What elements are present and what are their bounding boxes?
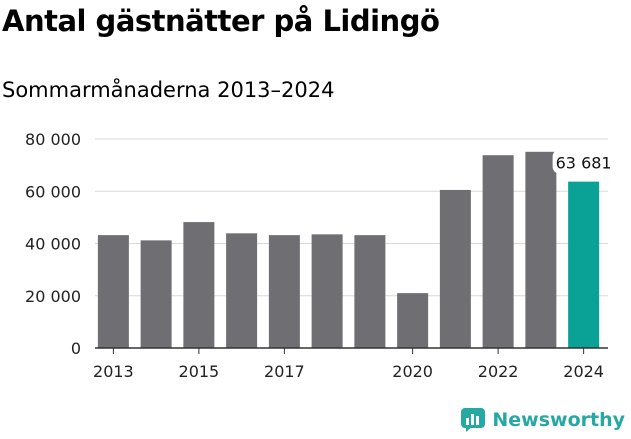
- x-tick-label: 2020: [392, 362, 433, 381]
- y-tick-label: 80 000: [25, 130, 81, 149]
- y-tick-label: 20 000: [25, 287, 81, 306]
- x-tick-label: 2017: [264, 362, 305, 381]
- gridlines: [95, 138, 608, 297]
- x-tick-label: 2013: [93, 362, 134, 381]
- bar-2017: [268, 235, 300, 348]
- bar-2021: [439, 189, 471, 348]
- bar-2019: [354, 235, 386, 348]
- y-tick-label: 40 000: [25, 235, 81, 254]
- x-tick-label: 2024: [563, 362, 604, 381]
- annotation-background: [552, 149, 615, 174]
- bar-2018: [311, 234, 343, 348]
- chart-subtitle: Sommarmånaderna 2013–2024: [2, 78, 335, 102]
- chart-title: Antal gästnätter på Lidingö: [2, 4, 440, 38]
- x-tick-label: 2022: [478, 362, 519, 381]
- bar-2020: [397, 293, 429, 348]
- bars: [97, 151, 600, 348]
- y-tick-label: 60 000: [25, 182, 81, 201]
- bar-2015: [183, 222, 215, 348]
- newsworthy-logo: Newsworthy: [460, 407, 625, 433]
- bar-2014: [140, 240, 172, 348]
- brand-name: Newsworthy: [492, 409, 625, 431]
- bar-2022: [482, 155, 514, 348]
- annotations: 63 681: [552, 149, 615, 174]
- bar-2013: [97, 235, 129, 348]
- x-tick-label: 2015: [179, 362, 220, 381]
- y-axis-ticks: 0 20 000 40 000 60 000 80 000: [25, 130, 81, 358]
- bar-2024: [568, 181, 600, 348]
- bar-2023: [525, 151, 557, 348]
- y-tick-label: 0: [71, 339, 81, 358]
- x-axis-ticks: 2013 2015 2017 2020 2022 2024: [93, 348, 604, 381]
- value-label-2024: 63 681: [556, 154, 612, 173]
- bar-2016: [226, 233, 258, 348]
- chart-bubble-icon: [461, 408, 486, 432]
